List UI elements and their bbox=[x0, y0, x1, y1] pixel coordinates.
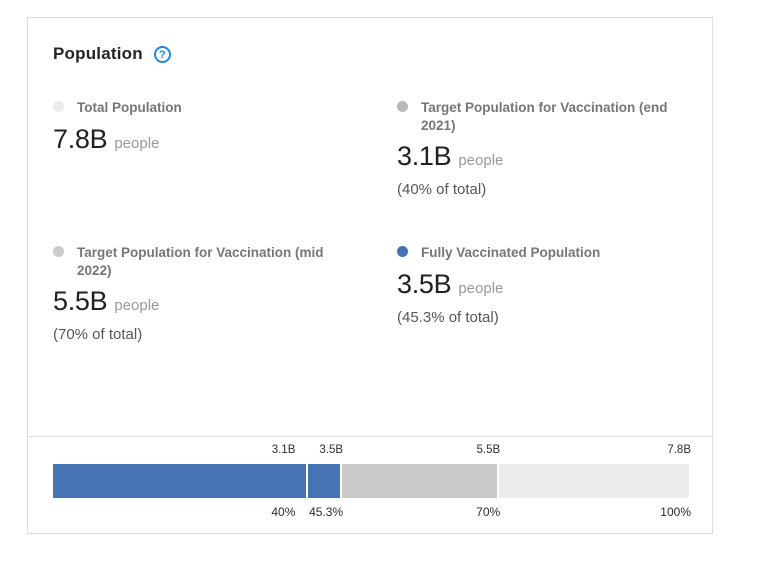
stat-target-mid-2022: Target Population for Vaccination (mid 2… bbox=[53, 244, 397, 343]
stat-share: (45.3% of total) bbox=[397, 309, 687, 326]
stat-value: 7.8B bbox=[53, 126, 107, 153]
legend-dot-target-mid-2022-icon bbox=[53, 246, 64, 257]
stat-label: Total Population bbox=[77, 99, 182, 117]
bar-value-label: 7.8B bbox=[53, 444, 691, 456]
card-title: Population bbox=[53, 44, 143, 64]
chart-percent-labels: 40%45.3%70%100% bbox=[53, 505, 689, 519]
stat-share: (40% of total) bbox=[397, 181, 687, 198]
stat-value: 5.5B bbox=[53, 288, 107, 315]
stats-grid: Total Population 7.8B people Target Popu… bbox=[28, 99, 712, 343]
stat-unit: people bbox=[458, 152, 503, 169]
stat-target-end-2021: Target Population for Vaccination (end 2… bbox=[397, 99, 687, 244]
chart-bar bbox=[53, 464, 689, 498]
legend-dot-total-population-icon bbox=[53, 101, 64, 112]
stat-unit: people bbox=[114, 297, 159, 314]
stat-share: (70% of total) bbox=[53, 326, 397, 343]
chart-value-labels: 3.1B3.5B5.5B7.8B bbox=[53, 444, 689, 458]
population-progress-chart: 3.1B3.5B5.5B7.8B 40%45.3%70%100% bbox=[28, 436, 712, 533]
bar-segment[interactable] bbox=[499, 464, 689, 498]
help-icon[interactable]: ? bbox=[154, 46, 171, 63]
stat-unit: people bbox=[114, 135, 159, 152]
bar-segment[interactable] bbox=[342, 464, 497, 498]
stat-value: 3.5B bbox=[397, 271, 451, 298]
legend-dot-target-end-2021-icon bbox=[397, 101, 408, 112]
bar-segment[interactable] bbox=[53, 464, 306, 498]
population-card: Population ? Total Population 7.8B peopl… bbox=[27, 17, 713, 534]
legend-dot-fully-vaccinated-icon bbox=[397, 246, 408, 257]
stat-value: 3.1B bbox=[397, 143, 451, 170]
stat-unit: people bbox=[458, 280, 503, 297]
stat-label: Fully Vaccinated Population bbox=[421, 244, 600, 262]
bar-percent-label: 100% bbox=[53, 505, 691, 519]
stat-total-population: Total Population 7.8B people bbox=[53, 99, 397, 244]
stat-label: Target Population for Vaccination (end 2… bbox=[421, 99, 679, 134]
bar-segment[interactable] bbox=[308, 464, 340, 498]
stat-fully-vaccinated: Fully Vaccinated Population 3.5B people … bbox=[397, 244, 687, 343]
card-header: Population ? bbox=[28, 44, 712, 64]
stat-label: Target Population for Vaccination (mid 2… bbox=[77, 244, 335, 279]
